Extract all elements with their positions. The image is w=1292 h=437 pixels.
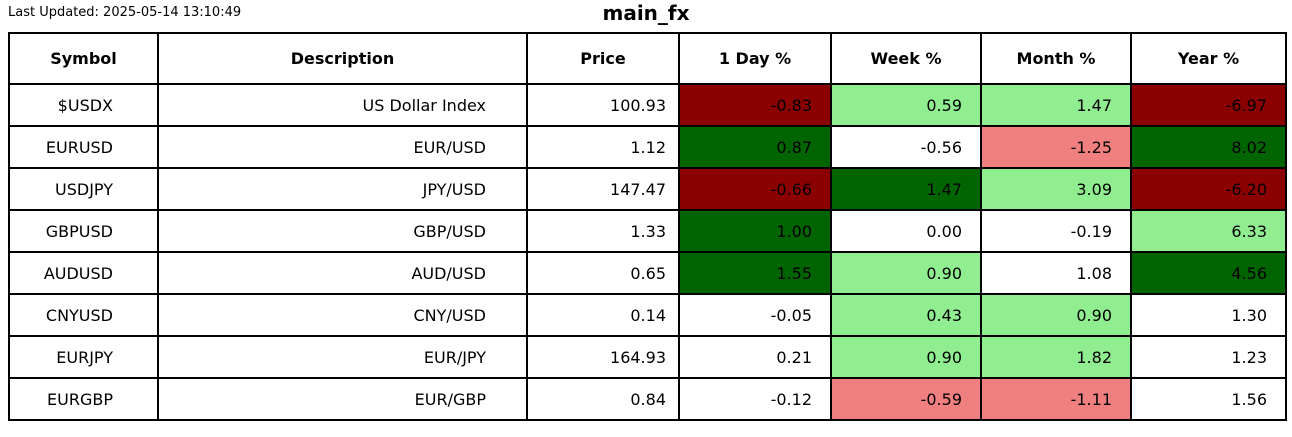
week-pct-cell: 0.90 <box>830 335 982 379</box>
price-cell: 0.65 <box>526 251 680 295</box>
day-pct-cell: 1.00 <box>678 209 832 253</box>
symbol-cell: AUDUSD <box>8 251 159 295</box>
month-pct-cell: 0.90 <box>980 293 1132 337</box>
symbol-cell: CNYUSD <box>8 293 159 337</box>
month-pct-cell: -1.25 <box>980 125 1132 169</box>
table-row: EURUSD EUR/USD 1.12 0.87 -0.56 -1.25 8.0… <box>8 125 1287 169</box>
symbol-cell: EURJPY <box>8 335 159 379</box>
table-row: EURGBP EUR/GBP 0.84 -0.12 -0.59 -1.11 1.… <box>8 377 1287 421</box>
week-pct-cell: -0.56 <box>830 125 982 169</box>
week-pct-cell: 1.47 <box>830 167 982 211</box>
price-cell: 164.93 <box>526 335 680 379</box>
description-cell: AUD/USD <box>157 251 528 295</box>
year-pct-cell: 4.56 <box>1130 251 1287 295</box>
description-cell: EUR/GBP <box>157 377 528 421</box>
day-pct-cell: 1.55 <box>678 251 832 295</box>
year-pct-cell: 1.30 <box>1130 293 1287 337</box>
column-header-price: Price <box>526 32 680 85</box>
last-updated-label: Last Updated: 2025-05-14 13:10:49 <box>8 5 242 20</box>
year-pct-cell: -6.20 <box>1130 167 1287 211</box>
day-pct-cell: 0.87 <box>678 125 832 169</box>
price-cell: 0.84 <box>526 377 680 421</box>
price-cell: 147.47 <box>526 167 680 211</box>
price-cell: 0.14 <box>526 293 680 337</box>
week-pct-cell: 0.90 <box>830 251 982 295</box>
column-header-description: Description <box>157 32 528 85</box>
price-cell: 1.12 <box>526 125 680 169</box>
description-cell: US Dollar Index <box>157 83 528 127</box>
week-pct-cell: 0.00 <box>830 209 982 253</box>
table-row: GBPUSD GBP/USD 1.33 1.00 0.00 -0.19 6.33 <box>8 209 1287 253</box>
week-pct-cell: -0.59 <box>830 377 982 421</box>
symbol-cell: EURUSD <box>8 125 159 169</box>
column-header-year-pct: Year % <box>1130 32 1287 85</box>
year-pct-cell: 6.33 <box>1130 209 1287 253</box>
column-header-week-pct: Week % <box>830 32 982 85</box>
table-row: USDJPY JPY/USD 147.47 -0.66 1.47 3.09 -6… <box>8 167 1287 211</box>
day-pct-cell: 0.21 <box>678 335 832 379</box>
month-pct-cell: -1.11 <box>980 377 1132 421</box>
symbol-cell: $USDX <box>8 83 159 127</box>
day-pct-cell: -0.05 <box>678 293 832 337</box>
price-cell: 1.33 <box>526 209 680 253</box>
day-pct-cell: -0.83 <box>678 83 832 127</box>
year-pct-cell: 1.23 <box>1130 335 1287 379</box>
description-cell: EUR/JPY <box>157 335 528 379</box>
day-pct-cell: -0.12 <box>678 377 832 421</box>
month-pct-cell: 1.82 <box>980 335 1132 379</box>
table-row: $USDX US Dollar Index 100.93 -0.83 0.59 … <box>8 83 1287 127</box>
month-pct-cell: 1.08 <box>980 251 1132 295</box>
table-body: $USDX US Dollar Index 100.93 -0.83 0.59 … <box>8 83 1287 421</box>
day-pct-cell: -0.66 <box>678 167 832 211</box>
page-title: main_fx <box>602 1 690 25</box>
year-pct-cell: -6.97 <box>1130 83 1287 127</box>
description-cell: EUR/USD <box>157 125 528 169</box>
description-cell: JPY/USD <box>157 167 528 211</box>
month-pct-cell: 3.09 <box>980 167 1132 211</box>
week-pct-cell: 0.59 <box>830 83 982 127</box>
table-row: CNYUSD CNY/USD 0.14 -0.05 0.43 0.90 1.30 <box>8 293 1287 337</box>
price-cell: 100.93 <box>526 83 680 127</box>
month-pct-cell: 1.47 <box>980 83 1132 127</box>
year-pct-cell: 8.02 <box>1130 125 1287 169</box>
table-row: AUDUSD AUD/USD 0.65 1.55 0.90 1.08 4.56 <box>8 251 1287 295</box>
symbol-cell: USDJPY <box>8 167 159 211</box>
month-pct-cell: -0.19 <box>980 209 1132 253</box>
column-header-month-pct: Month % <box>980 32 1132 85</box>
table-header-row: Symbol Description Price 1 Day % Week % … <box>8 32 1287 85</box>
fx-table: Symbol Description Price 1 Day % Week % … <box>8 32 1287 421</box>
column-header-day-pct: 1 Day % <box>678 32 832 85</box>
column-header-symbol: Symbol <box>8 32 159 85</box>
symbol-cell: GBPUSD <box>8 209 159 253</box>
year-pct-cell: 1.56 <box>1130 377 1287 421</box>
description-cell: GBP/USD <box>157 209 528 253</box>
week-pct-cell: 0.43 <box>830 293 982 337</box>
table-row: EURJPY EUR/JPY 164.93 0.21 0.90 1.82 1.2… <box>8 335 1287 379</box>
symbol-cell: EURGBP <box>8 377 159 421</box>
description-cell: CNY/USD <box>157 293 528 337</box>
